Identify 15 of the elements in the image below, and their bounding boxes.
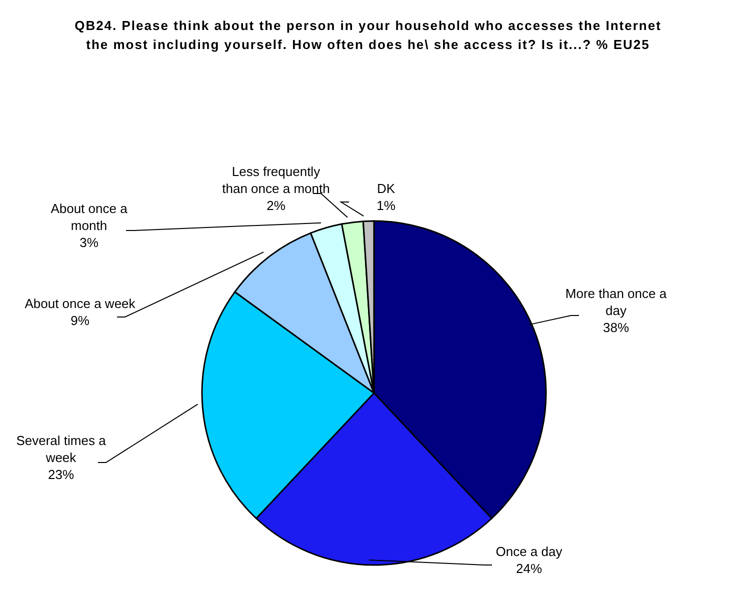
slice-label: About once a week [24,296,136,311]
slice-label: Several times a week [16,433,107,465]
slice-label: Less frequently than once a month [222,164,330,196]
data-label: 24% [516,561,542,576]
slice-label: More than once a day [565,286,668,318]
data-label: 23% [48,467,74,482]
data-label: 38% [602,320,630,335]
chart-title: QB24. Please think about the person in your household who accesses the Internet the most including yourself. How often does he\ she access it? Is it...? % EU25 [74,17,662,54]
slice-label: DK [376,181,396,196]
data-label: 2% [266,198,286,213]
slice-label: Once a day [496,544,563,559]
data-label: 9% [70,313,90,328]
data-label: 1% [376,198,396,213]
slice-label: About once a month [50,201,128,233]
data-label: 3% [80,235,99,250]
